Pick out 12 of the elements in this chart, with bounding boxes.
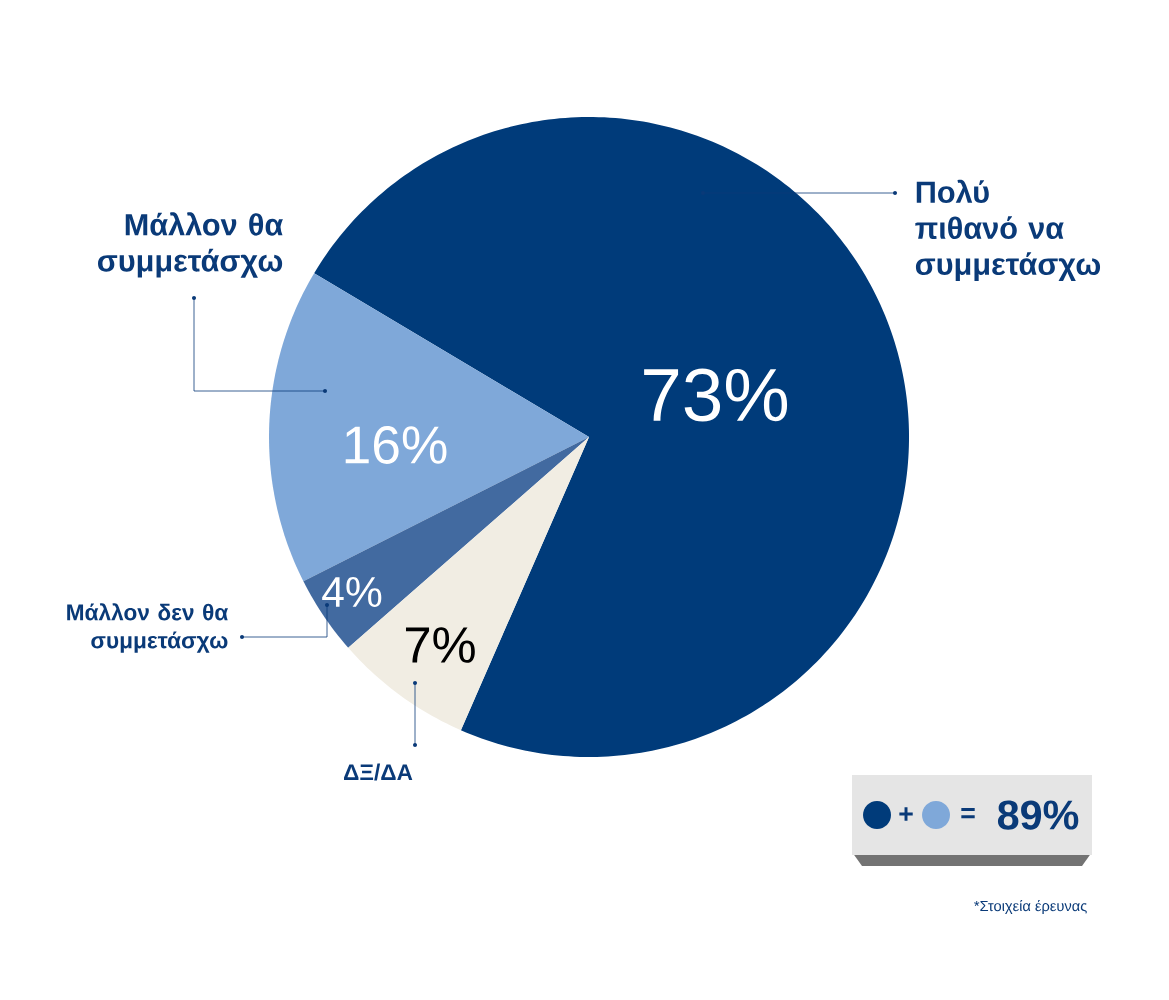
slice-label: ΔΞ/ΔΑ [344, 763, 413, 781]
data-label: 4% [322, 577, 382, 607]
text: 89% [997, 800, 1079, 830]
slice-label: Μάλλον θα συμμετάσχω [98, 212, 283, 278]
text: *Στοιχεία έρευνας [974, 899, 1087, 915]
data-label: 16% [345, 426, 447, 464]
text: + [899, 807, 913, 821]
legend-label: Πολύ πιθανό να συμμετάσχω [915, 179, 1101, 282]
slice-label: Μάλλον δεν θα συμμετάσχω [67, 603, 229, 653]
data-label: 7% [405, 627, 475, 663]
text: = [961, 808, 975, 819]
data-label: 73% [644, 368, 788, 422]
